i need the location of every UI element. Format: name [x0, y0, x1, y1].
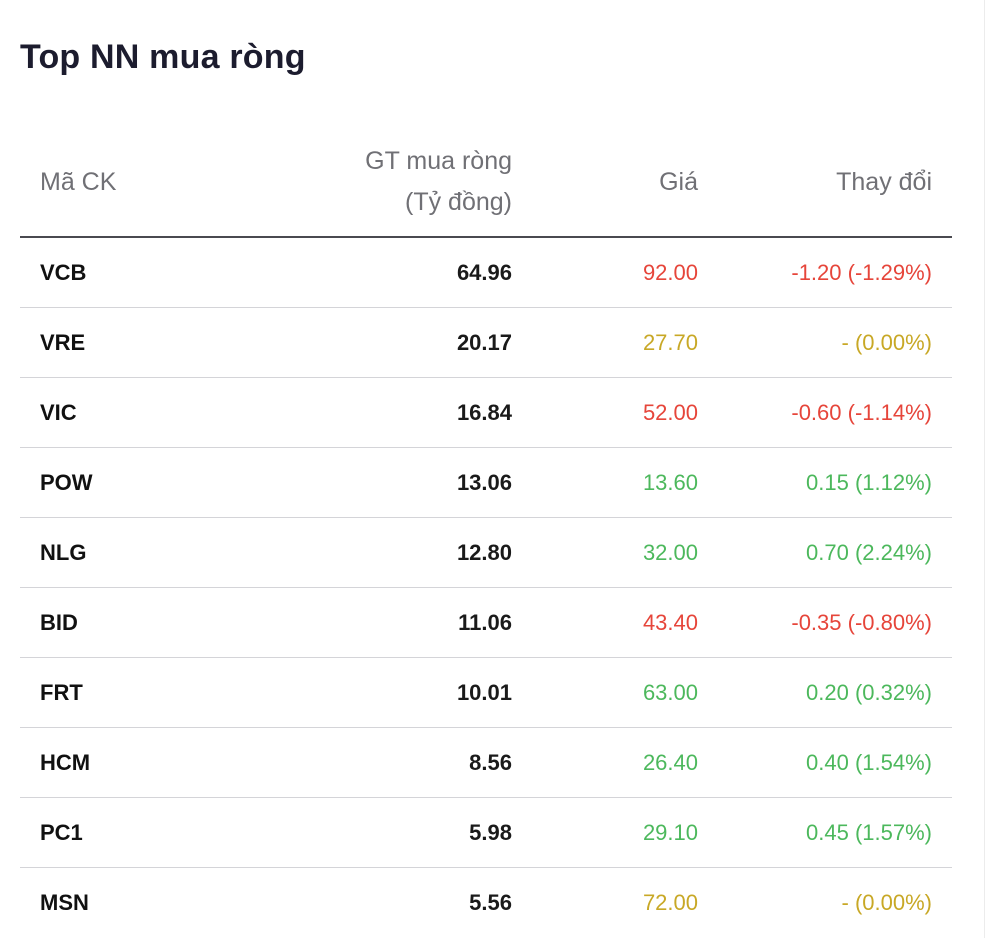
- cell-change: 0.45 (1.57%): [718, 797, 952, 868]
- cell-price: 29.10: [532, 797, 718, 868]
- cell-change: 0.70 (2.24%): [718, 517, 952, 588]
- table-row[interactable]: NLG 12.80 32.00 0.70 (2.24%): [20, 517, 952, 588]
- cell-symbol[interactable]: VCB: [20, 237, 170, 308]
- cell-price: 32.00: [532, 517, 718, 588]
- cell-price: 13.60: [532, 447, 718, 518]
- cell-change: 0.40 (1.54%): [718, 727, 952, 798]
- cell-change: -0.60 (-1.14%): [718, 377, 952, 448]
- cell-symbol[interactable]: VRE: [20, 307, 170, 378]
- cell-net-buy-value: 11.06: [170, 587, 532, 658]
- cell-change: -0.35 (-0.80%): [718, 587, 952, 658]
- cell-change: 0.15 (1.12%): [718, 447, 952, 518]
- cell-symbol[interactable]: PC1: [20, 797, 170, 868]
- table-row[interactable]: VRE 20.17 27.70 - (0.00%): [20, 307, 952, 378]
- cell-net-buy-value: 8.56: [170, 727, 532, 798]
- cell-symbol[interactable]: POW: [20, 447, 170, 518]
- cell-symbol[interactable]: FRT: [20, 657, 170, 728]
- table-row[interactable]: VIC 16.84 52.00 -0.60 (-1.14%): [20, 377, 952, 448]
- cell-symbol[interactable]: VIC: [20, 377, 170, 448]
- cell-change: - (0.00%): [718, 307, 952, 378]
- table-row[interactable]: FRT 10.01 63.00 0.20 (0.32%): [20, 657, 952, 728]
- cell-net-buy-value: 16.84: [170, 377, 532, 448]
- cell-change: -1.20 (-1.29%): [718, 237, 952, 308]
- cell-net-buy-value: 20.17: [170, 307, 532, 378]
- table-header: Mã CK GT mua ròng (Tỷ đồng) Giá Thay đổi: [20, 128, 952, 238]
- cell-change: 0.20 (0.32%): [718, 657, 952, 728]
- header-net-buy-value-line2: (Tỷ đồng): [405, 188, 512, 216]
- cell-price: 43.40: [532, 587, 718, 658]
- cell-net-buy-value: 64.96: [170, 237, 532, 308]
- table-row[interactable]: VCB 64.96 92.00 -1.20 (-1.29%): [20, 237, 952, 308]
- cell-net-buy-value: 12.80: [170, 517, 532, 588]
- table-row[interactable]: MSN 5.56 72.00 - (0.00%): [20, 868, 952, 938]
- header-row: Mã CK GT mua ròng (Tỷ đồng) Giá Thay đổi: [20, 128, 952, 238]
- table-row[interactable]: POW 13.06 13.60 0.15 (1.12%): [20, 447, 952, 518]
- cell-price: 26.40: [532, 727, 718, 798]
- cell-net-buy-value: 5.56: [469, 889, 512, 915]
- header-net-buy-value: GT mua ròng (Tỷ đồng): [170, 128, 532, 238]
- cell-change: - (0.00%): [841, 889, 932, 915]
- cell-symbol[interactable]: MSN: [40, 889, 89, 915]
- table-row[interactable]: HCM 8.56 26.40 0.40 (1.54%): [20, 727, 952, 798]
- cell-symbol[interactable]: BID: [20, 587, 170, 658]
- header-symbol: Mã CK: [20, 128, 170, 238]
- cell-price: 27.70: [532, 307, 718, 378]
- table-row[interactable]: BID 11.06 43.40 -0.35 (-0.80%): [20, 587, 952, 658]
- cell-net-buy-value: 10.01: [170, 657, 532, 728]
- table-body: VCB 64.96 92.00 -1.20 (-1.29%) VRE 20.17…: [20, 237, 952, 937]
- cell-price: 92.00: [532, 237, 718, 308]
- net-buy-table: Mã CK GT mua ròng (Tỷ đồng) Giá Thay đổi…: [20, 128, 952, 937]
- table-row[interactable]: PC1 5.98 29.10 0.45 (1.57%): [20, 797, 952, 868]
- cell-symbol[interactable]: HCM: [20, 727, 170, 798]
- cell-net-buy-value: 5.98: [170, 797, 532, 868]
- cell-price: 63.00: [532, 657, 718, 728]
- header-price: Giá: [532, 128, 718, 238]
- panel-title: Top NN mua ròng: [20, 38, 306, 76]
- header-net-buy-value-line1: GT mua ròng: [365, 147, 512, 175]
- cell-net-buy-value: 13.06: [170, 447, 532, 518]
- header-change: Thay đổi: [718, 128, 952, 238]
- cell-price: 52.00: [532, 377, 718, 448]
- cell-price: 72.00: [642, 889, 698, 915]
- cell-symbol[interactable]: NLG: [20, 517, 170, 588]
